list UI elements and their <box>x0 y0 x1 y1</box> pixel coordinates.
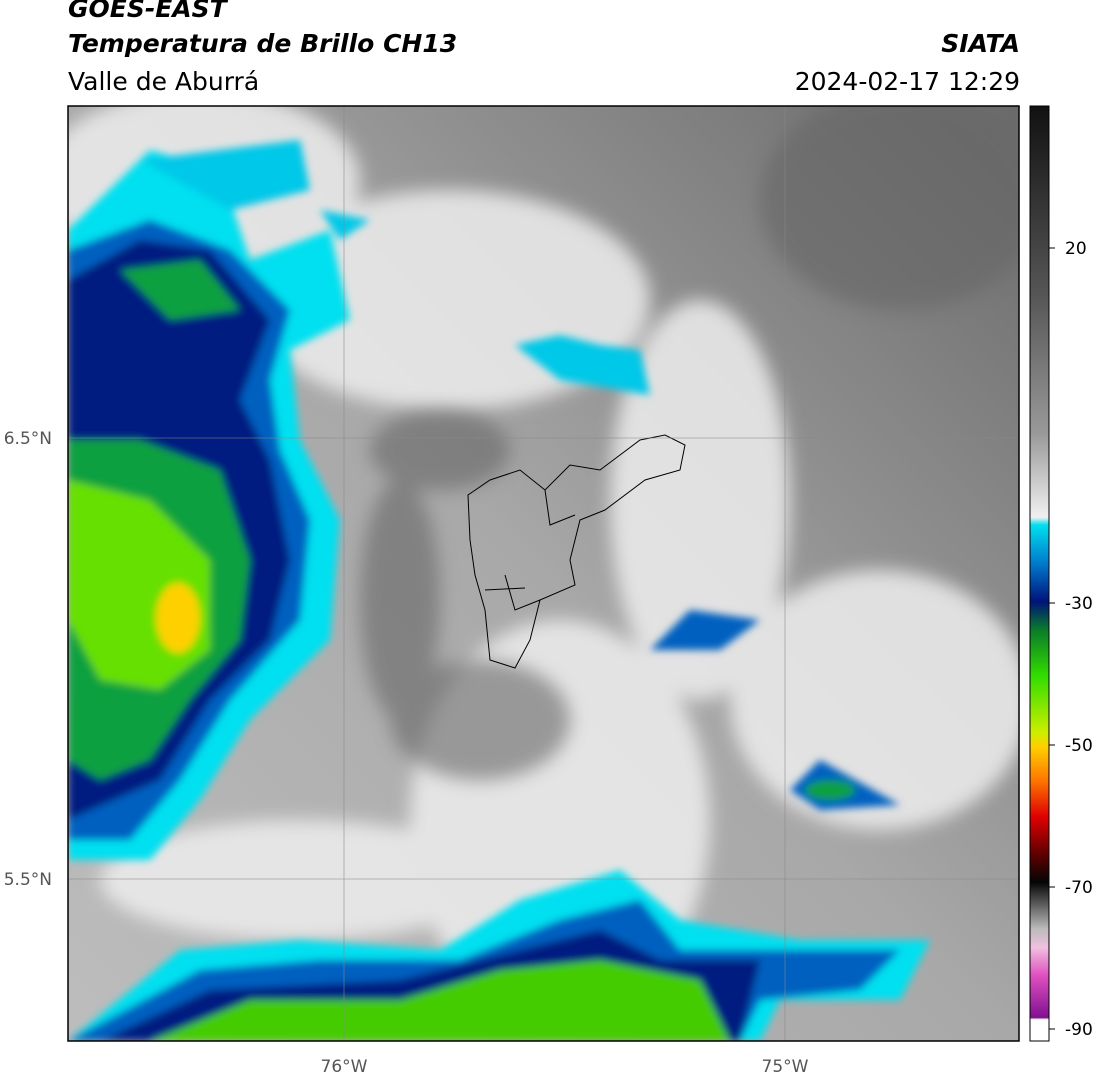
region: Valle de Aburrá <box>68 67 260 96</box>
source: SIATA <box>941 29 1020 58</box>
satellite-image <box>68 106 1019 1041</box>
colorbar-tick-label: -50 <box>1065 736 1093 756</box>
map-frame <box>67 105 1020 1042</box>
lon-tick-label: 76°W <box>321 1057 368 1077</box>
title: GOES-EAST <box>68 0 227 23</box>
colorbar-tick-label: -30 <box>1065 594 1093 614</box>
lat-tick-label: 6.5°N <box>4 429 52 449</box>
colorbar-tick-label: -70 <box>1065 878 1093 898</box>
colorbar <box>1029 105 1050 1042</box>
lon-tick-label: 75°W <box>762 1057 809 1077</box>
timestamp: 2024-02-17 12:29 <box>794 67 1020 96</box>
colorbar-tick-label: -90 <box>1065 1020 1093 1040</box>
lat-tick-label: 5.5°N <box>4 870 52 890</box>
colorbar-tick-label: 20 <box>1065 239 1087 259</box>
subtitle: Temperatura de Brillo CH13 <box>68 29 458 58</box>
